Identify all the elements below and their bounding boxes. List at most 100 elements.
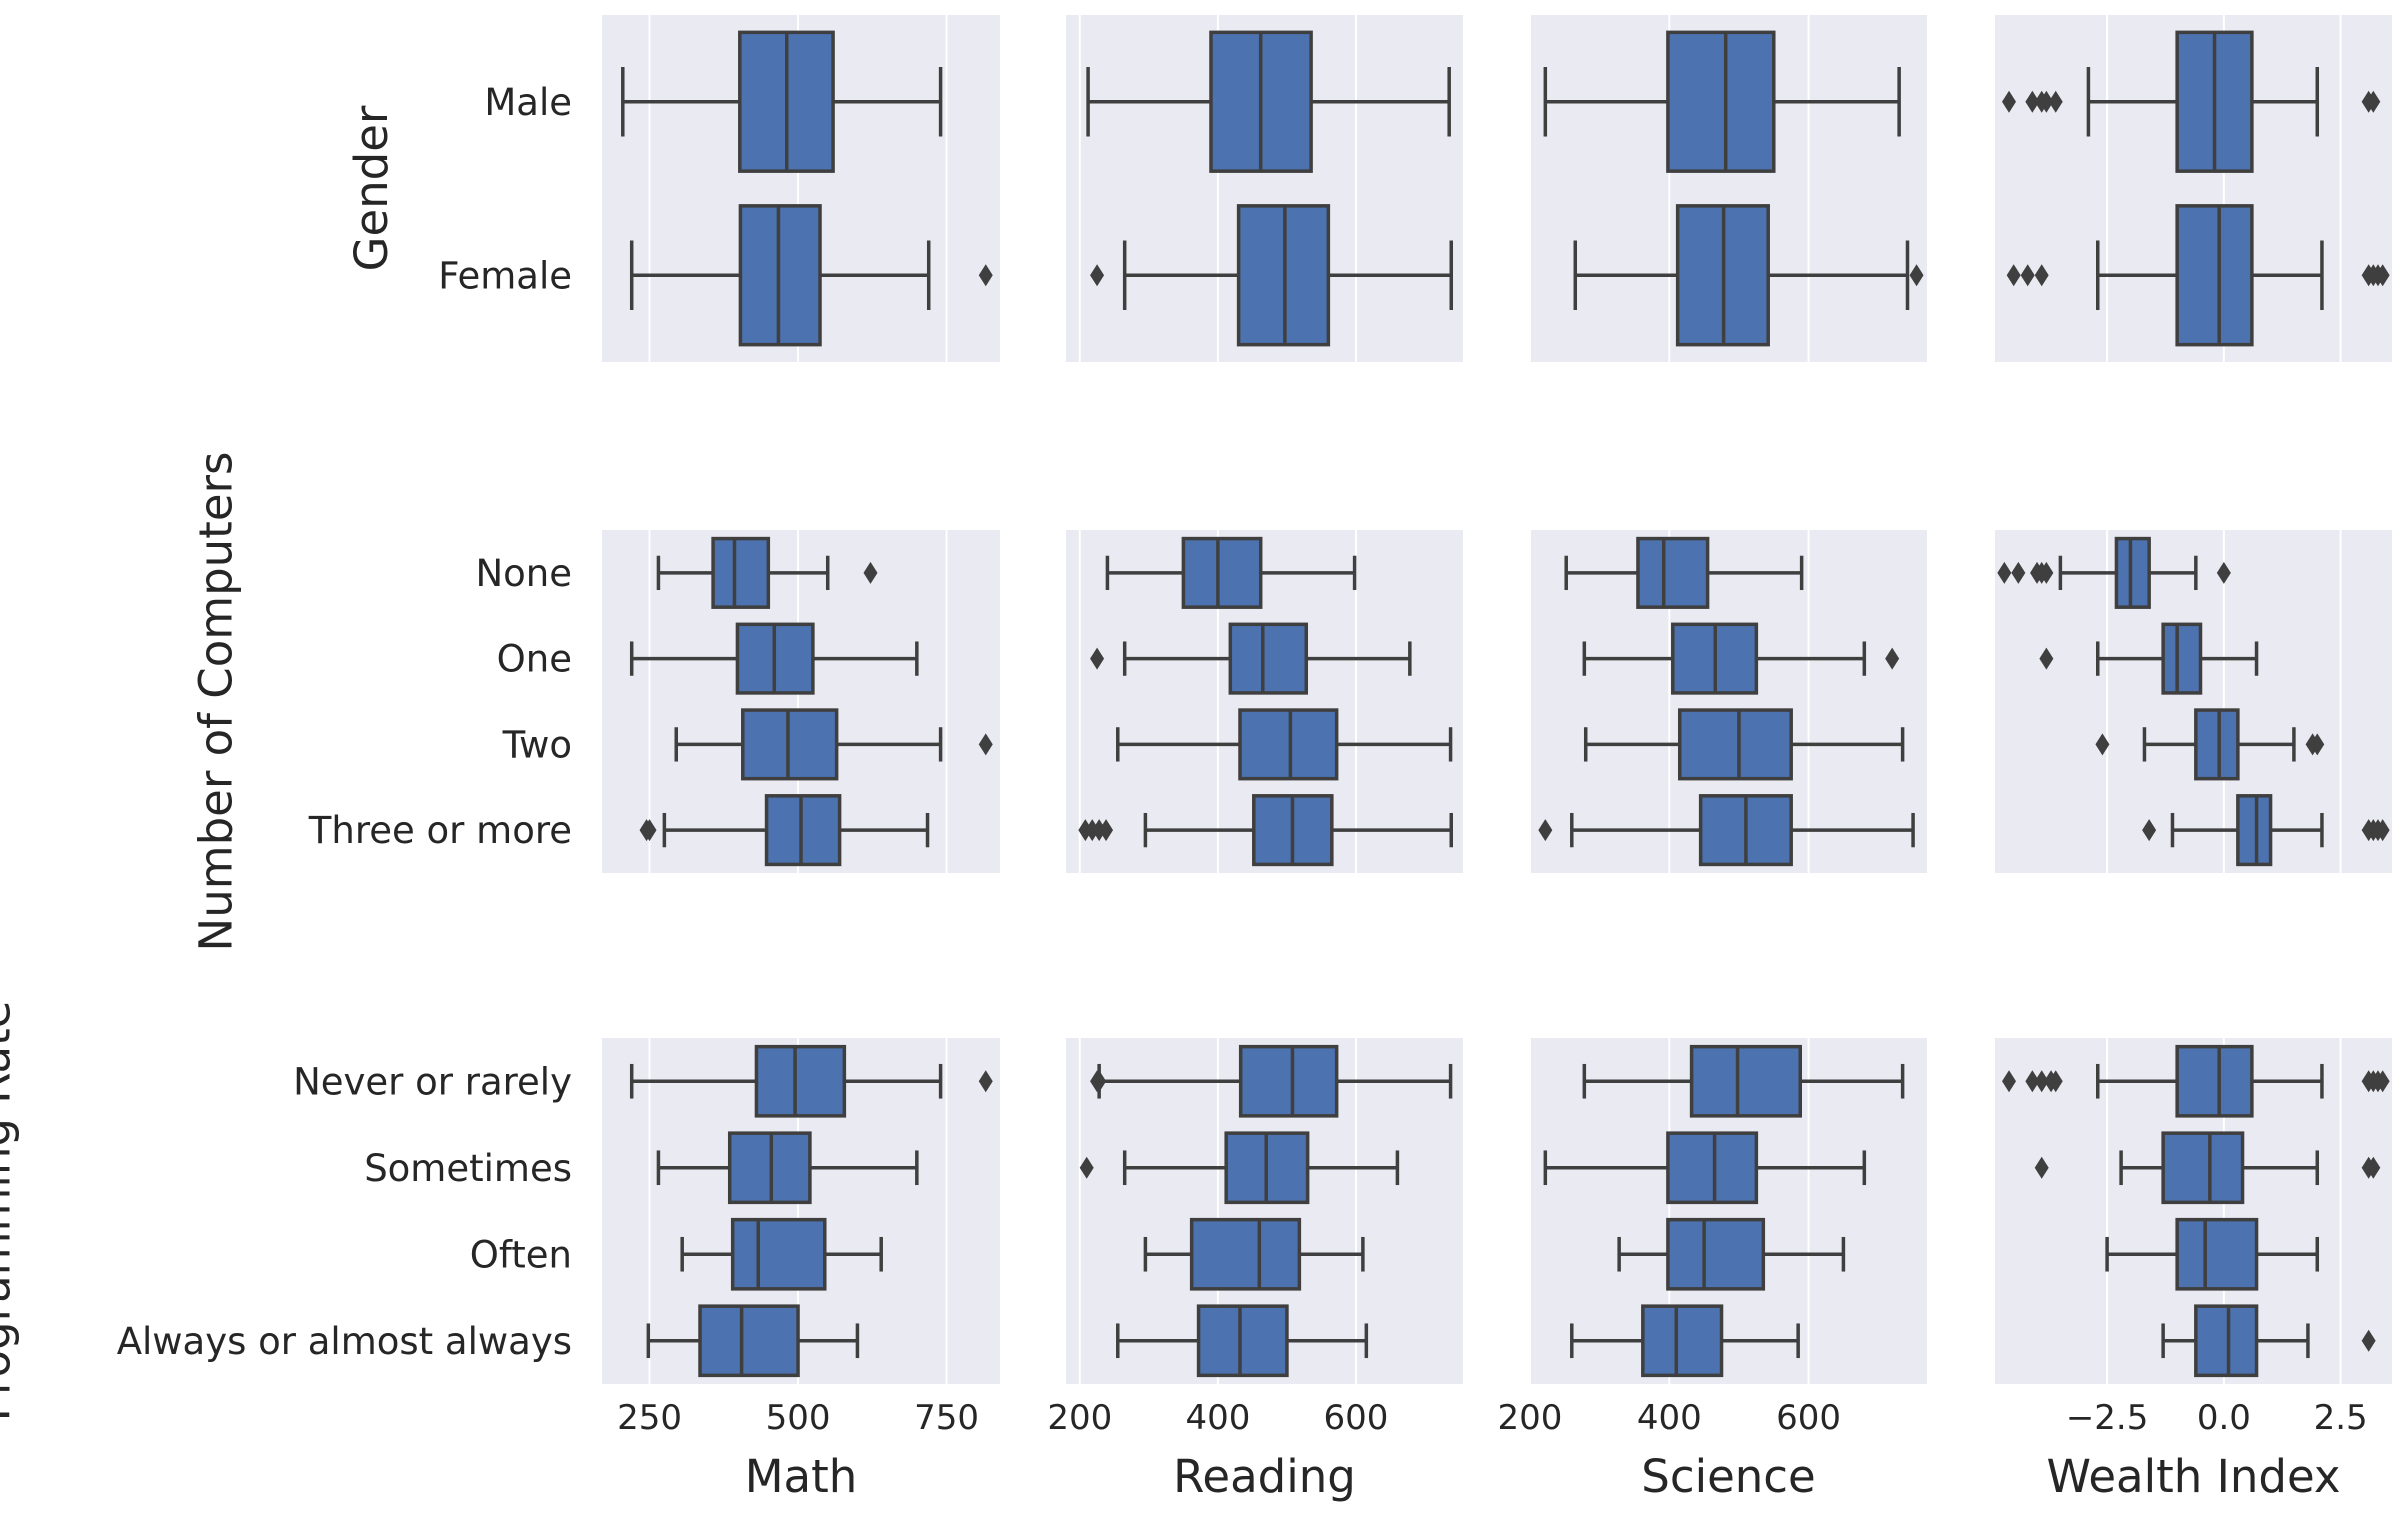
box [1636,536,1710,609]
outlier-point [2002,90,2017,113]
outlier-point [2375,264,2390,287]
outlier-point [1909,264,1924,287]
outlier-point [2020,264,2035,287]
outlier-point [2048,1070,2063,1093]
outlier-point [2034,1156,2049,1179]
box [2175,1044,2254,1118]
box [1666,1131,1759,1205]
x-tick-label: 250 [617,1398,682,1438]
box [730,1217,827,1291]
box [738,204,822,347]
box [2175,1217,2259,1291]
box [1228,622,1309,695]
category-label: None [475,552,572,595]
outlier-point [1885,647,1900,670]
category-label: One [497,638,572,681]
outlier-point [978,264,993,287]
outlier-point [1090,264,1105,287]
outlier-point [2366,90,2381,113]
y-axis-label: Gender [345,105,398,271]
box [1666,30,1776,173]
outlier-point [1090,647,1105,670]
outlier-point [1092,1070,1107,1093]
category-label: Female [438,254,572,297]
outlier-point [2142,819,2157,842]
x-axis-label: Science [1641,1450,1815,1503]
category-label: Three or more [308,809,572,852]
outlier-point [2011,561,2026,584]
outlier-point [2006,264,2021,287]
outlier-point [1997,561,2012,584]
outlier-point [1538,819,1553,842]
box [1181,536,1263,609]
outlier-point [2310,733,2325,756]
box [698,1304,800,1378]
box [1689,1044,1802,1118]
outlier-point [642,819,657,842]
outlier-point [863,561,878,584]
outlier-point [2034,264,2049,287]
outlier-point [2025,1070,2040,1093]
outlier-point [2375,1070,2390,1093]
x-tick-label: −2.5 [2066,1398,2149,1438]
outlier-point [2034,1070,2049,1093]
outlier-point [2039,647,2054,670]
x-tick-label: 200 [1047,1398,1112,1438]
box [1238,1044,1339,1118]
category-label: Often [470,1233,572,1276]
x-tick-label: 600 [1324,1398,1389,1438]
x-axis-label: Reading [1173,1450,1356,1503]
outlier-point [2361,1329,2376,1352]
outlier-point [2375,819,2390,842]
outlier-point [2095,733,2110,756]
x-tick-label: 500 [766,1398,831,1438]
box [2236,794,2273,867]
box [764,794,842,867]
outlier-point [2039,90,2054,113]
x-tick-label: 400 [1637,1398,1702,1438]
outlier-point [2025,90,2040,113]
x-tick-label: 2.5 [2314,1398,2368,1438]
outlier-point [2216,561,2231,584]
box [1238,708,1339,781]
outlier-point [2039,561,2054,584]
category-label: Never or rarely [293,1060,572,1103]
box [741,708,839,781]
category-label: Two [502,723,572,766]
outlier-point [2002,1070,2017,1093]
outlier-point [1099,819,1114,842]
outlier-point [2048,90,2063,113]
box [2194,1304,2259,1378]
box [2194,708,2240,781]
box [1641,1304,1724,1378]
box [2175,204,2254,347]
x-tick-label: 750 [914,1398,979,1438]
box [711,536,771,609]
category-label: Always or almost always [117,1320,572,1363]
category-label: Sometimes [364,1147,572,1190]
outlier-point [1079,1156,1094,1179]
x-tick-label: 200 [1498,1398,1563,1438]
outlier-point [978,733,993,756]
x-axis-label: Wealth Index [2047,1450,2341,1503]
outlier-point [978,1070,993,1093]
panel-background [1995,530,2392,873]
box [2161,622,2203,695]
outlier-point [2366,1156,2381,1179]
x-tick-label: 600 [1776,1398,1841,1438]
x-tick-label: 400 [1185,1398,1250,1438]
y-axis-label: Programming Rate [0,1001,20,1422]
box [1196,1304,1289,1378]
box [1677,708,1793,781]
box [2161,1131,2245,1205]
box [1189,1217,1302,1291]
x-tick-label: 0.0 [2197,1398,2251,1438]
category-label: Male [484,81,572,124]
box [754,1044,847,1118]
x-axis-label: Math [745,1450,858,1503]
box [2114,536,2151,609]
y-axis-label: Number of Computers [189,452,242,952]
box [1666,1217,1766,1291]
